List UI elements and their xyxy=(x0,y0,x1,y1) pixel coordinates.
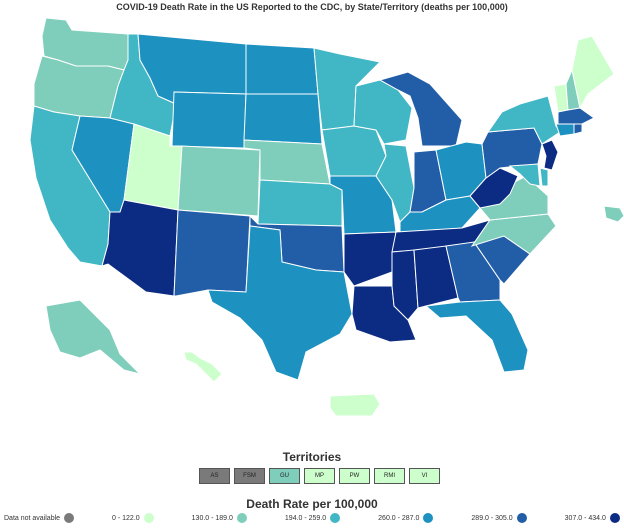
legend-swatch xyxy=(609,513,620,523)
state-AZ[interactable] xyxy=(101,199,179,297)
state-WV[interactable] xyxy=(469,167,519,209)
territory-AS[interactable]: AS xyxy=(199,468,230,484)
legend-title: Death Rate per 100,000 xyxy=(246,497,378,511)
state-WY[interactable] xyxy=(171,91,247,149)
state-CO[interactable] xyxy=(177,145,261,217)
legend-item-c5: 289.0 - 305.0 xyxy=(471,513,527,523)
legend-swatch xyxy=(423,513,434,523)
legend: Data not available 0 - 122.0 130.0 - 189… xyxy=(4,512,620,524)
legend-swatch xyxy=(64,513,75,523)
legend-item-c6: 307.0 - 434.0 xyxy=(565,513,620,523)
state-ME[interactable] xyxy=(571,35,615,110)
legend-swatch xyxy=(236,513,247,523)
state-RI[interactable] xyxy=(573,123,583,135)
territory-buttons: AS FSM GU MP PW RMI VI xyxy=(199,468,440,486)
legend-item-c1: 0 - 122.0 xyxy=(112,513,154,523)
territory-GU[interactable]: GU xyxy=(269,468,300,484)
legend-item-na: Data not available xyxy=(4,513,75,523)
legend-swatch xyxy=(143,513,154,523)
legend-swatch xyxy=(330,513,341,523)
state-AL[interactable] xyxy=(413,245,459,309)
legend-item-c3: 194.0 - 259.0 xyxy=(285,513,341,523)
state-MI[interactable] xyxy=(378,71,463,147)
state-NJ[interactable] xyxy=(541,139,559,171)
state-AK[interactable] xyxy=(45,299,142,375)
territory-FSM[interactable]: FSM xyxy=(234,468,265,484)
state-SD[interactable] xyxy=(243,93,323,145)
territory-VI[interactable]: VI xyxy=(409,468,440,484)
state-TX[interactable] xyxy=(207,225,353,381)
state-CT[interactable] xyxy=(555,123,575,137)
legend-swatch xyxy=(516,513,527,523)
state-KS[interactable] xyxy=(257,179,343,227)
state-MD[interactable] xyxy=(508,163,541,187)
state-PR[interactable] xyxy=(329,393,381,417)
state-ND[interactable] xyxy=(245,43,319,95)
state-NM[interactable] xyxy=(173,209,251,297)
state-DE[interactable] xyxy=(539,167,549,187)
territory-east-fragment[interactable] xyxy=(603,205,624,223)
territory-MP[interactable]: MP xyxy=(304,468,335,484)
state-FL[interactable] xyxy=(424,299,529,373)
territory-RMI[interactable]: RMI xyxy=(374,468,405,484)
legend-item-c2: 130.0 - 189.0 xyxy=(192,513,247,523)
legend-item-c4: 260.0 - 287.0 xyxy=(378,513,434,523)
map-title: COVID-19 Death Rate in the US Reported t… xyxy=(116,2,508,12)
state-HI[interactable] xyxy=(183,351,223,383)
state-IA[interactable] xyxy=(321,125,387,177)
us-choropleth-map xyxy=(29,17,624,417)
territories-title: Territories xyxy=(282,450,342,464)
territory-PW[interactable]: PW xyxy=(339,468,370,484)
state-AR[interactable] xyxy=(343,231,397,287)
